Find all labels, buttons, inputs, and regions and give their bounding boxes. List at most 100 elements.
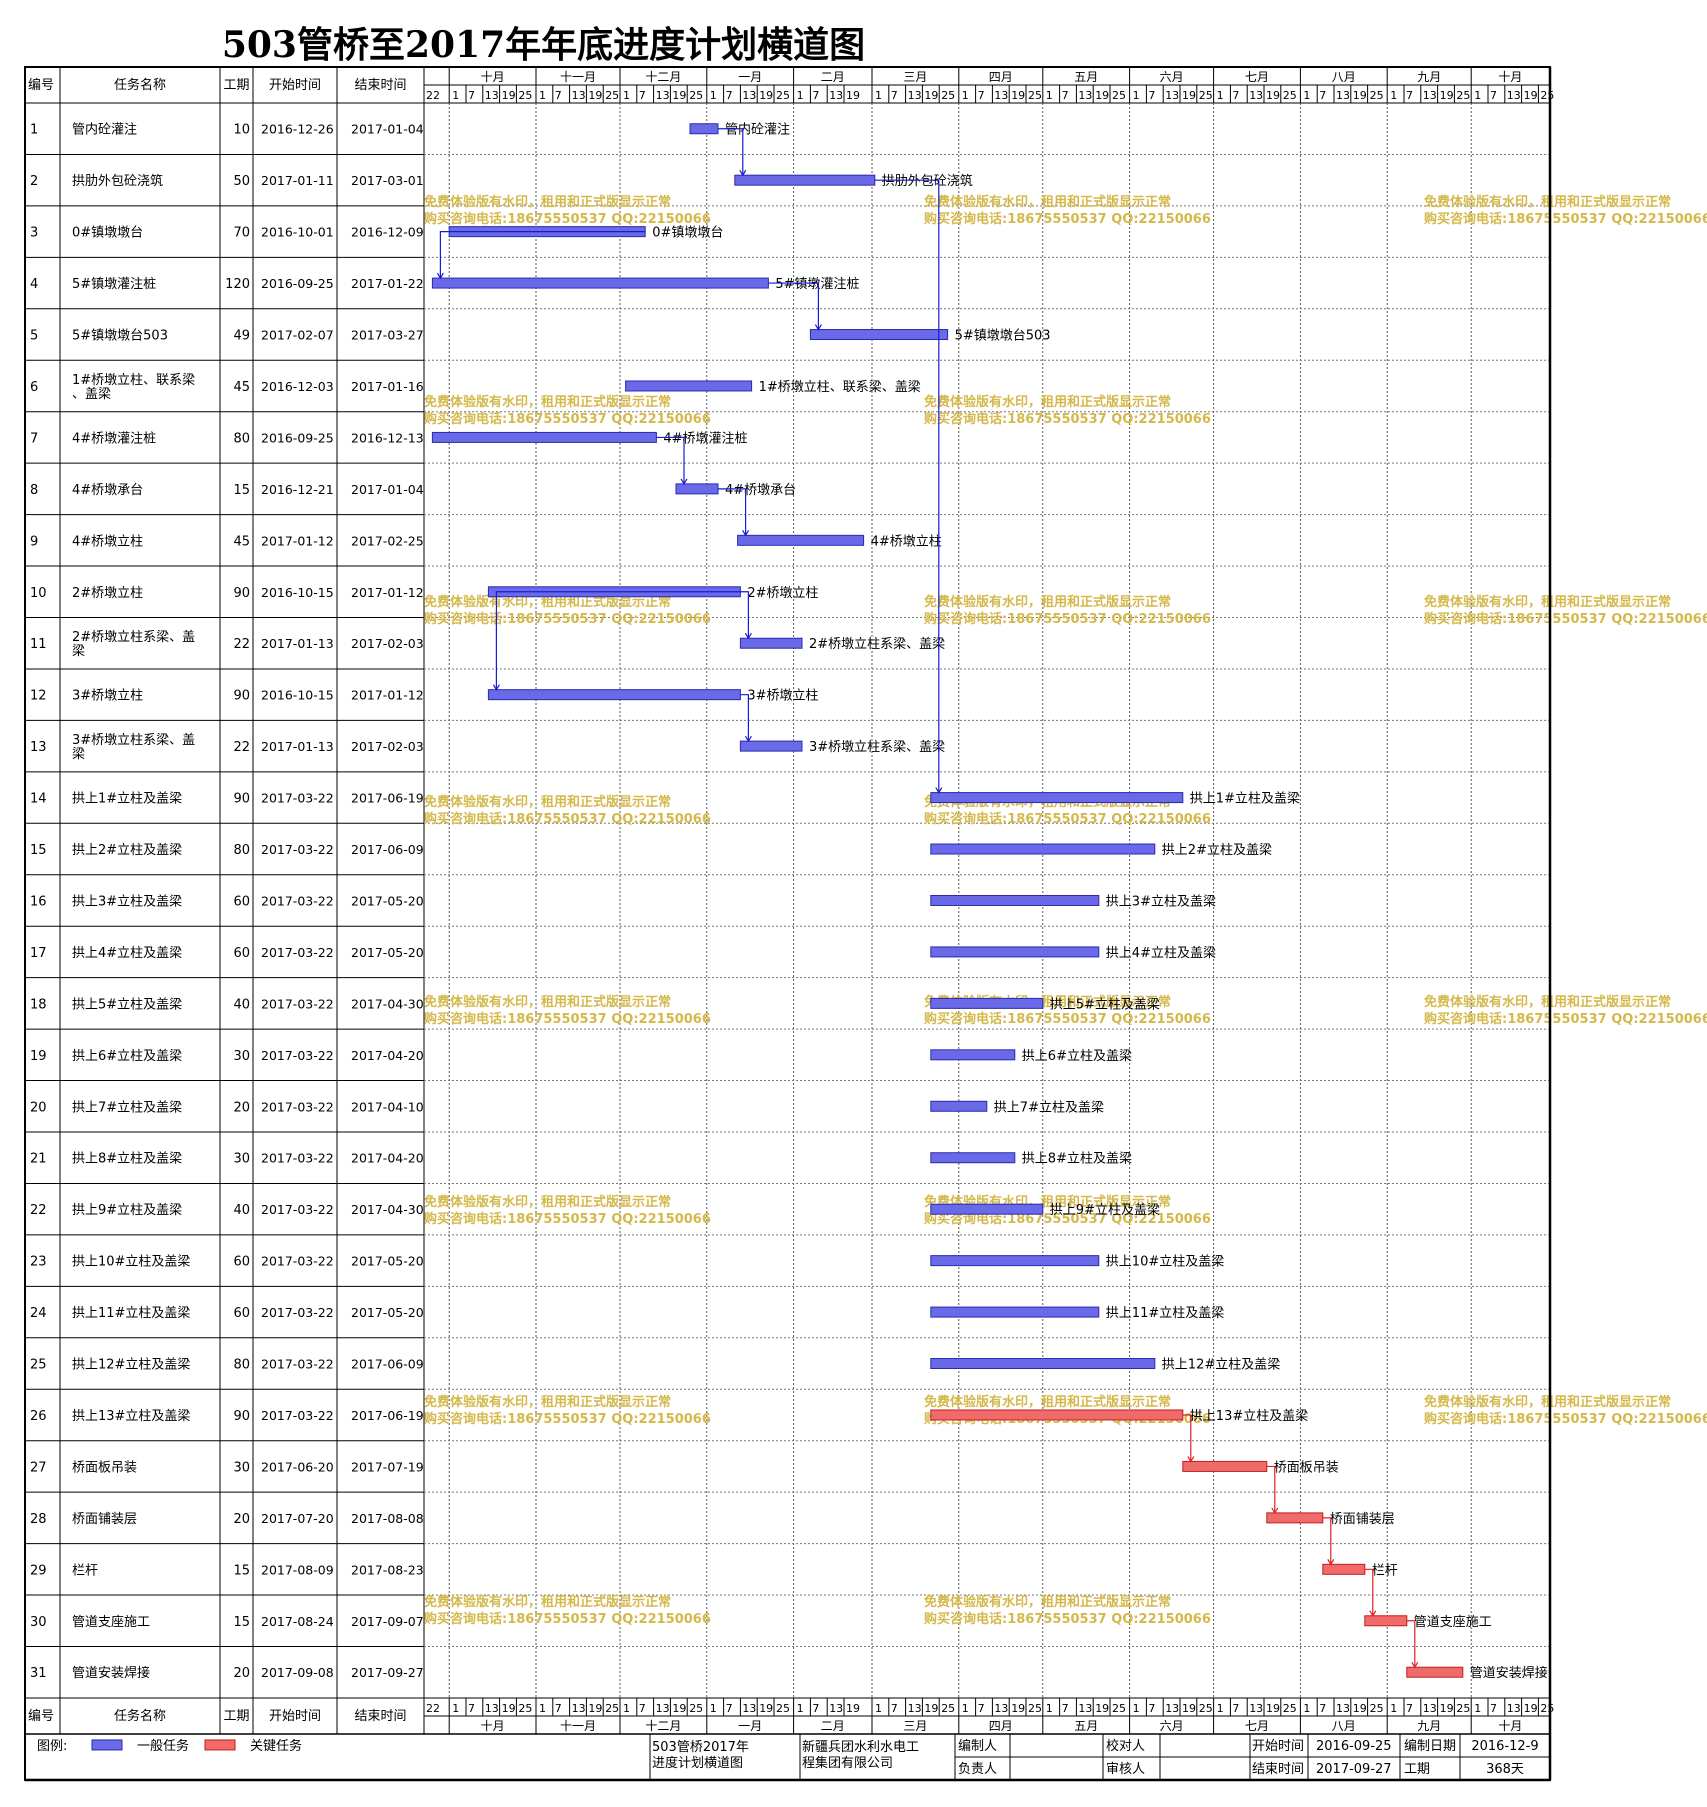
task-duration: 30 [233,1049,250,1064]
task-start: 2017-03-22 [261,1048,334,1063]
task-duration: 90 [233,586,250,601]
dependency-arrowhead [1327,1559,1335,1566]
task-bar [431,431,657,443]
tick-label-top: 19 [1440,89,1454,102]
tick-label-top: 7 [468,89,475,102]
task-start: 2017-03-22 [261,1305,334,1320]
tick-label-top: 7 [891,89,898,102]
footer-value-date: 2016-12-9 [1471,1739,1538,1754]
task-duration: 49 [233,329,250,344]
task-bar [930,1306,1100,1318]
tick-label-bottom: 19 [759,1702,773,1715]
watermark-text: 购买咨询电话:18675550537 QQ:22150066 [1424,1411,1707,1427]
bar-label: 拱上6#立柱及盖梁 [1022,1049,1132,1064]
bar-label: 拱上9#立柱及盖梁 [1050,1203,1160,1218]
dependency-arrowhead [1411,1661,1419,1669]
task-end: 2017-05-20 [351,893,424,908]
bar-label: 4#桥墩立柱 [871,534,942,549]
task-duration: 20 [233,1100,250,1115]
task-start: 2017-03-22 [261,945,334,960]
task-duration: 20 [233,1512,250,1527]
tick-label-bottom: 7 [1232,1702,1239,1715]
footer-label-duration: 工期 [1404,1762,1430,1777]
task-duration: 90 [233,792,250,807]
task-duration: 15 [233,1615,250,1630]
task-name: 2#桥墩立柱系梁、盖 [72,630,195,645]
task-start: 2016-12-21 [261,482,334,497]
footer-label-start: 开始时间 [1252,1739,1304,1754]
task-name: 拱上2#立柱及盖梁 [72,843,182,858]
tick-label-bottom: 1 [539,1702,546,1715]
tick-label-top: 22 [426,89,440,102]
task-start: 2017-01-11 [261,173,334,188]
tick-label-top: 7 [726,89,733,102]
tick-label-top: 19 [588,89,602,102]
task-bar [739,637,803,649]
task-id: 5 [30,329,38,344]
tick-label-bottom: 1 [710,1702,717,1715]
tick-label-top: 1 [1133,89,1140,102]
tick-label-top: 25 [1028,89,1042,102]
tick-label-bottom: 13 [908,1702,922,1715]
task-start: 2017-03-22 [261,1408,334,1423]
tick-label-bottom: 25 [1370,1702,1384,1715]
footer-label-manager: 负责人 [958,1762,997,1777]
dependency-link [718,488,747,536]
footer-value-start: 2016-09-25 [1316,1739,1392,1754]
tick-label-top: 25 [1370,89,1384,102]
watermark-text: 购买咨询电话:18675550537 QQ:22150066 [924,211,1211,227]
task-id: 14 [30,792,47,807]
dependency-arrowhead [744,632,752,640]
task-duration: 45 [233,534,250,549]
task-duration: 90 [233,689,250,704]
dependency-arrowhead [935,787,943,794]
tick-label-bottom: 1 [1303,1702,1310,1715]
task-duration: 30 [233,1152,250,1167]
bar-label: 栏杆 [1372,1563,1398,1578]
watermark-text: 购买咨询电话:18675550537 QQ:22150066 [424,1211,711,1227]
task-start: 2017-09-08 [261,1665,334,1680]
task-id: 7 [30,431,38,446]
tick-label-bottom: 1 [1474,1702,1481,1715]
bar-label: 管内砼灌注 [725,122,790,138]
tick-label-top: 1 [1046,89,1053,102]
footer-label-checker: 校对人 [1106,1738,1145,1754]
task-bar [1266,1512,1324,1524]
tick-label-top: 7 [555,89,562,102]
task-id: 13 [30,740,47,755]
tick-label-top: 1 [452,89,459,102]
task-bar [809,329,949,341]
task-name: 管内砼灌注 [72,122,137,138]
task-name: 4#桥墩灌注桩 [72,431,156,446]
task-bar [737,534,865,546]
watermark-text: 免费体验版有水印，租用和正式版显示正常 [924,194,1171,210]
dependency-link [495,591,741,690]
task-id: 30 [30,1615,47,1630]
task-start: 2017-01-13 [261,739,334,754]
tick-label-bottom: 1 [962,1702,969,1715]
task-bar [930,1409,1184,1421]
tick-label-bottom: 25 [941,1702,955,1715]
legend-swatch-critical [204,1739,236,1751]
task-duration: 15 [233,483,250,498]
bar-label: 2#桥墩立柱 [747,586,818,601]
tick-label-top: 13 [742,89,756,102]
dependency-arrowhead [436,272,444,280]
legend-title: 图例: [37,1739,67,1754]
task-start: 2017-02-07 [261,328,334,343]
task-bar [739,740,803,752]
tick-label-bottom: 13 [572,1702,586,1715]
tick-label-bottom: 7 [891,1702,898,1715]
tick-label-top: 25 [1456,89,1470,102]
tick-label-top: 13 [908,89,922,102]
task-id: 25 [30,1358,47,1373]
task-duration: 30 [233,1460,250,1475]
column-header-bottom: 任务名称 [114,1708,166,1724]
task-name: 拱上11#立柱及盖梁 [72,1306,190,1321]
dependency-link [718,128,744,176]
task-end: 2016-12-13 [351,430,424,445]
bar-label: 拱上1#立柱及盖梁 [1190,792,1300,807]
tick-label-top: 7 [1148,89,1155,102]
task-name: 桥面铺装层 [72,1512,137,1527]
task-name: 拱上3#立柱及盖梁 [72,894,182,909]
